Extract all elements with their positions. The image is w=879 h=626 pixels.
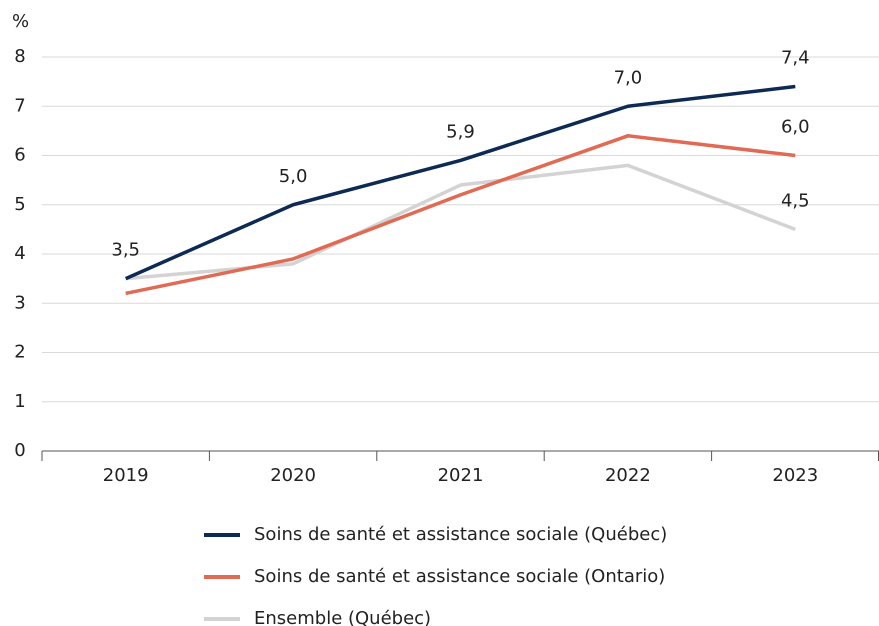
- data-label: 5,0: [279, 166, 308, 187]
- data-label: 6,0: [781, 117, 810, 138]
- x-tick-label: 2020: [270, 465, 316, 486]
- y-tick-label: 7: [14, 95, 25, 116]
- y-tick-label: 3: [14, 292, 25, 313]
- data-label: 5,9: [446, 121, 475, 142]
- line-series: [125, 134, 796, 296]
- x-tick-label: 2019: [103, 465, 149, 486]
- data-label: 4,5: [781, 190, 810, 211]
- y-tick-label: 4: [14, 243, 25, 264]
- y-tick-label: 1: [14, 391, 25, 412]
- line-series: [124, 84, 796, 281]
- data-label: 3,5: [111, 240, 140, 261]
- y-tick-label: 0: [14, 440, 25, 461]
- legend-label: Soins de santé et assistance sociale (On…: [254, 566, 665, 587]
- data-label: 7,4: [781, 48, 810, 69]
- y-tick-label: 8: [14, 46, 25, 67]
- legend-label: Ensemble (Québec): [254, 608, 431, 626]
- y-tick-label: 5: [14, 194, 25, 215]
- y-tick-label: 2: [14, 342, 25, 363]
- x-tick-label: 2022: [605, 465, 651, 486]
- y-axis-label: %: [12, 11, 29, 32]
- x-tick-label: 2023: [772, 465, 818, 486]
- line-series: [125, 163, 796, 281]
- x-tick-label: 2021: [438, 465, 484, 486]
- y-tick-label: 6: [14, 145, 25, 166]
- data-label: 7,0: [614, 67, 643, 88]
- legend-label: Soins de santé et assistance sociale (Qu…: [254, 524, 667, 545]
